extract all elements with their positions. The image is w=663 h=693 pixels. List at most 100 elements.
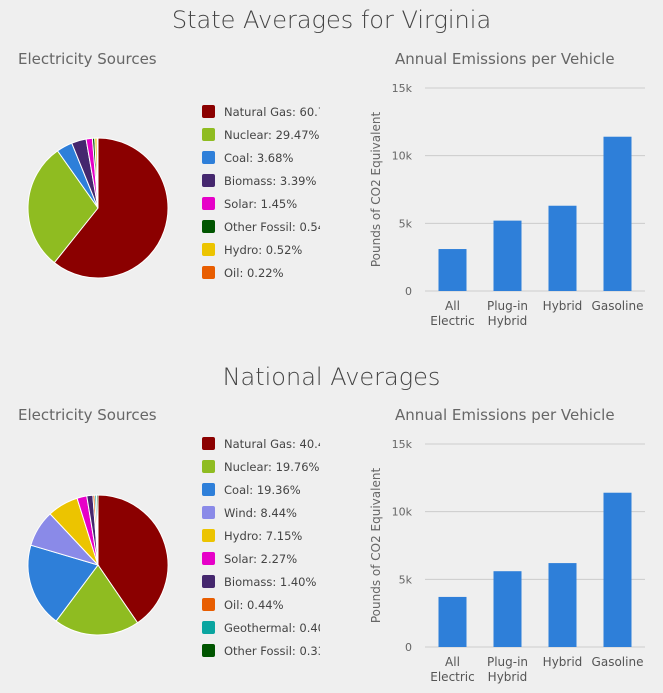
bar	[548, 205, 577, 291]
legend-item: Oil: 0.44%	[202, 593, 320, 616]
legend-item: Nuclear: 29.47%	[202, 123, 320, 146]
legend-item: Biomass: 3.39%	[202, 169, 320, 192]
legend-item: Wind: 8.44%	[202, 501, 320, 524]
x-tick-label: Hybrid	[543, 299, 583, 313]
legend-item: Biomass: 1.40%	[202, 570, 320, 593]
legend-national: Natural Gas: 40.45% Nuclear: 19.76% Coal: …	[202, 432, 320, 662]
y-tick-label: 15k	[392, 438, 413, 451]
x-tick-label: Hybrid	[488, 314, 528, 328]
legend-label: Oil: 0.22%	[224, 265, 284, 280]
legend-item: Hydro: 7.15%	[202, 524, 320, 547]
legend-swatch	[202, 575, 215, 588]
legend-label: Nuclear: 19.76%	[224, 459, 320, 474]
legend-item: Coal: 3.68%	[202, 146, 320, 169]
legend-swatch	[202, 266, 215, 279]
legend-label: Geothermal: 0.40%	[224, 620, 320, 635]
pie-slice-natural-gas	[97, 494, 169, 624]
legend-label: Nuclear: 29.47%	[224, 127, 320, 142]
legend-item: Coal: 19.36%	[202, 478, 320, 501]
legend-item: Other Fossil: 0.33%	[202, 639, 320, 662]
legend-item: Hydro: 0.52%	[202, 238, 320, 261]
legend-item: Geothermal: 0.40%	[202, 616, 320, 639]
bar-chart-national: 0 5k 10k 15k Pounds of CO2 Equivalent AllElec…	[369, 438, 645, 684]
legend-label: Natural Gas: 60.73%	[224, 104, 320, 119]
legend-swatch	[202, 506, 215, 519]
sources-title: Electricity Sources	[18, 406, 157, 424]
y-axis-label: Pounds of CO2 Equivalent	[369, 468, 383, 624]
legend-swatch	[202, 220, 215, 233]
legend-item: Oil: 0.22%	[202, 261, 320, 284]
sources-title: Electricity Sources	[18, 50, 157, 68]
legend-swatch	[202, 621, 215, 634]
section-title-national: National Averages	[222, 363, 441, 391]
pie-slice-nuclear	[27, 150, 99, 264]
legend-label: Other Fossil: 0.33%	[224, 643, 320, 658]
legend-swatch	[202, 243, 215, 256]
legend-label: Hydro: 0.52%	[224, 242, 303, 257]
legend-virginia: Natural Gas: 60.73% Nuclear: 29.47% Coal: …	[202, 100, 320, 284]
legend-swatch	[202, 174, 215, 187]
x-tick-label: Hybrid	[488, 670, 528, 684]
bar	[438, 596, 467, 647]
legend-label: Coal: 3.68%	[224, 150, 294, 165]
legend-swatch	[202, 460, 215, 473]
legend-item: Natural Gas: 60.73%	[202, 100, 320, 123]
pie-slice-natural-gas	[53, 137, 169, 279]
y-tick-label: 10k	[392, 506, 413, 519]
legend-swatch	[202, 105, 215, 118]
legend-item: Other Fossil: 0.54%	[202, 215, 320, 238]
legend-swatch	[202, 437, 215, 450]
legend-swatch	[202, 128, 215, 141]
legend-swatch	[202, 552, 215, 565]
emissions-title: Annual Emissions per Vehicle	[395, 406, 615, 424]
legend-label: Biomass: 1.40%	[224, 574, 317, 589]
y-tick-label: 10k	[392, 150, 413, 163]
legend-item: Solar: 1.45%	[202, 192, 320, 215]
y-tick-label: 0	[405, 641, 412, 654]
legend-label: Solar: 2.27%	[224, 551, 298, 566]
y-tick-label: 5k	[399, 217, 413, 230]
x-tick-label: Gasoline	[592, 299, 644, 313]
bar	[603, 136, 632, 291]
bar	[438, 249, 467, 291]
x-tick-label: Gasoline	[592, 655, 644, 669]
legend-swatch	[202, 197, 215, 210]
y-tick-label: 0	[405, 285, 412, 298]
legend-label: Coal: 19.36%	[224, 482, 301, 497]
x-tick-label: Electric	[430, 314, 474, 328]
legend-label: Solar: 1.45%	[224, 196, 298, 211]
x-tick-label: Hybrid	[543, 655, 583, 669]
x-tick-label: Plug-in	[487, 299, 528, 313]
legend-label: Other Fossil: 0.54%	[224, 219, 320, 234]
bar	[603, 492, 632, 647]
pie-slice-oil	[96, 137, 99, 209]
pie-chart-virginia	[27, 137, 169, 279]
legend-item: Nuclear: 19.76%	[202, 455, 320, 478]
legend-label: Biomass: 3.39%	[224, 173, 317, 188]
legend-label: Wind: 8.44%	[224, 505, 297, 520]
emissions-title: Annual Emissions per Vehicle	[395, 50, 615, 68]
x-tick-label: Plug-in	[487, 655, 528, 669]
y-axis-label: Pounds of CO2 Equivalent	[369, 112, 383, 268]
bar-chart-virginia: 0 5k 10k 15k Pounds of CO2 Equivalent AllElec…	[369, 82, 645, 328]
legend-label: Oil: 0.44%	[224, 597, 284, 612]
x-tick-label: All	[445, 299, 460, 313]
legend-item: Solar: 2.27%	[202, 547, 320, 570]
y-tick-label: 15k	[392, 82, 413, 95]
legend-swatch	[202, 483, 215, 496]
pie-slice-coal	[27, 544, 99, 622]
legend-swatch	[202, 529, 215, 542]
legend-swatch	[202, 644, 215, 657]
legend-label: Natural Gas: 40.45%	[224, 436, 320, 451]
legend-label: Hydro: 7.15%	[224, 528, 303, 543]
pie-chart-national	[27, 494, 169, 636]
x-tick-label: Electric	[430, 670, 474, 684]
bar	[493, 220, 522, 291]
section-title-virginia: State Averages for Virginia	[171, 6, 492, 34]
pie-slice-other-fossil	[96, 494, 99, 566]
legend-swatch	[202, 151, 215, 164]
pie-slice-nuclear	[55, 564, 139, 636]
legend-swatch	[202, 598, 215, 611]
bar	[493, 571, 522, 647]
legend-item: Natural Gas: 40.45%	[202, 432, 320, 455]
